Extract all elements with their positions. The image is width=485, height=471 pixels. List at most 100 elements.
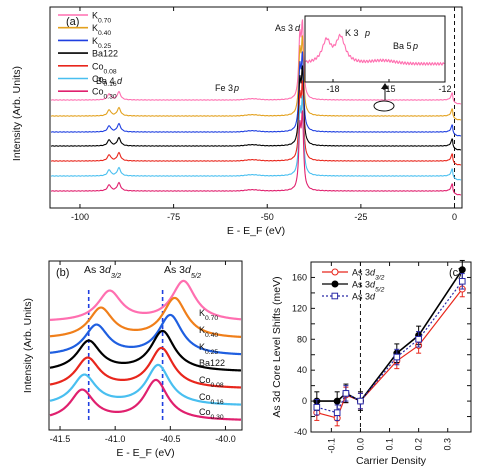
data-point [333, 397, 341, 405]
legend-label: Co0.16 [92, 74, 117, 88]
data-point [333, 409, 341, 416]
y-tick-label: -40 [294, 427, 307, 437]
legend: As 3d3/2As 3d5/2As 3d [322, 268, 385, 302]
x-tick-label: -25 [354, 212, 367, 222]
spectrum-line [49, 329, 242, 372]
data-point [458, 278, 466, 285]
spectrum-line [50, 35, 462, 121]
legend-label: As 3d [352, 292, 376, 302]
legend-label: Ba122 [92, 49, 118, 59]
x-tick-label: -41.5 [50, 434, 71, 444]
annotation-as3d: As 3 [275, 23, 293, 33]
series-label: Co0.08 [199, 375, 224, 389]
y-axis-label: As 3d Core Level Shifts (meV) [271, 276, 283, 417]
x-tick-label: 0.1 [385, 438, 395, 451]
inset-k3p-label: K 3 [345, 28, 359, 38]
x-tick-label: 0.2 [414, 438, 424, 451]
x-tick-label: 0.3 [443, 438, 453, 451]
annotation-fe3p: Fe 3 [215, 83, 233, 93]
series-label: K0.70 [199, 308, 218, 322]
data-point [415, 335, 422, 343]
spectrum-line [49, 313, 242, 356]
panel-b: -41.5 -41.0 -40.5 -40.0 E - E_F (eV) Intensit… [22, 260, 243, 459]
data-point [357, 397, 364, 405]
spectrum-line [50, 110, 462, 196]
x-tick-label: -75 [167, 212, 180, 222]
x-tick-label: 0.0 [355, 438, 365, 451]
spectrum-line [49, 363, 242, 406]
spectrum-line [49, 279, 242, 322]
spectrum-line [50, 65, 462, 151]
series-line [316, 269, 463, 403]
spectrum-line [49, 296, 242, 338]
spectrum-line [50, 19, 462, 105]
data-point [342, 390, 350, 397]
x-axis-label: E - E_F (eV) [227, 225, 285, 237]
annotation-ba4d: Ba 4 [96, 76, 115, 86]
inset-spectrum-line [305, 33, 445, 66]
spectrum-line [50, 95, 462, 181]
zoom-ellipse [373, 100, 395, 112]
legend-label: K0.40 [92, 23, 111, 37]
inset-x-tick-label: -18 [326, 84, 339, 94]
panel-c: -0.1 0.0 0.1 0.2 0.3 -40 0 40 80 120 160 Carrier De… [271, 259, 472, 467]
series-label: K0.25 [199, 342, 218, 356]
inset-x-tick-label: -12 [438, 84, 451, 94]
legend-marker [331, 280, 339, 288]
annotation-ba4d-d: d [117, 76, 123, 86]
x-axis-label: E - E_F (eV) [116, 447, 174, 459]
inset-frame [304, 15, 446, 83]
peak-label: As 3d5/2 [164, 264, 201, 280]
series-label: Co0.16 [199, 392, 224, 406]
y-tick-label: 40 [297, 365, 307, 375]
x-tick-label: -40.0 [215, 434, 236, 444]
series-label: K0.40 [199, 325, 218, 339]
series-line [316, 280, 463, 414]
annotation-fe3p-p: p [233, 83, 239, 93]
x-tick-label: -41.0 [105, 434, 126, 444]
x-tick-label: -0.1 [326, 438, 336, 454]
data-point [393, 353, 401, 361]
plot-frame [48, 260, 243, 431]
y-tick-label: 160 [292, 272, 307, 282]
y-tick-label: 80 [297, 334, 307, 344]
spectrum-line [49, 378, 242, 421]
zoom-arrow-head [381, 83, 389, 89]
panel-label: (a) [66, 16, 79, 28]
series-label: Ba122 [199, 358, 225, 368]
y-tick-label: 0 [302, 396, 307, 406]
panel-label: (b) [56, 267, 69, 279]
legend-marker [331, 292, 339, 300]
data-point [458, 266, 466, 274]
spectrum-line [50, 51, 462, 137]
legend-label: K0.70 [92, 11, 111, 25]
legend-label: As 3d5/2 [352, 280, 385, 294]
y-axis-label: Intensity (Arb. Units) [11, 66, 23, 161]
series-label: Co0.30 [199, 407, 224, 421]
legend-label: Co0.08 [92, 61, 117, 75]
spectrum-line [50, 80, 462, 166]
legend-label: Co0.30 [92, 87, 117, 101]
legend-label: As 3d3/2 [352, 268, 385, 282]
y-axis-label: Intensity (Arb. Units) [22, 298, 34, 393]
legend-marker [331, 268, 339, 276]
plot-frame [310, 261, 472, 433]
inset-k3p-p: p [364, 28, 370, 38]
legend-label: K0.25 [92, 36, 111, 50]
inset-ba5p-label: Ba 5 [393, 41, 412, 51]
peak-label: As 3d3/2 [84, 264, 121, 280]
x-tick-label: -40.5 [160, 434, 181, 444]
inset-ba5p-p: p [412, 41, 418, 51]
x-tick-label: -100 [71, 212, 89, 222]
x-tick-label: -50 [261, 212, 274, 222]
annotation-as3d-d: d [295, 23, 301, 33]
plot-frame [49, 6, 463, 209]
data-point [313, 403, 321, 411]
panel-a: -100 -75 -50 -25 0 E - E_F (eV) Intensity (Arb… [11, 6, 463, 237]
x-axis-label: Carrier Density [356, 455, 427, 467]
spectrum-line [49, 346, 242, 389]
y-tick-label: 120 [292, 303, 307, 313]
